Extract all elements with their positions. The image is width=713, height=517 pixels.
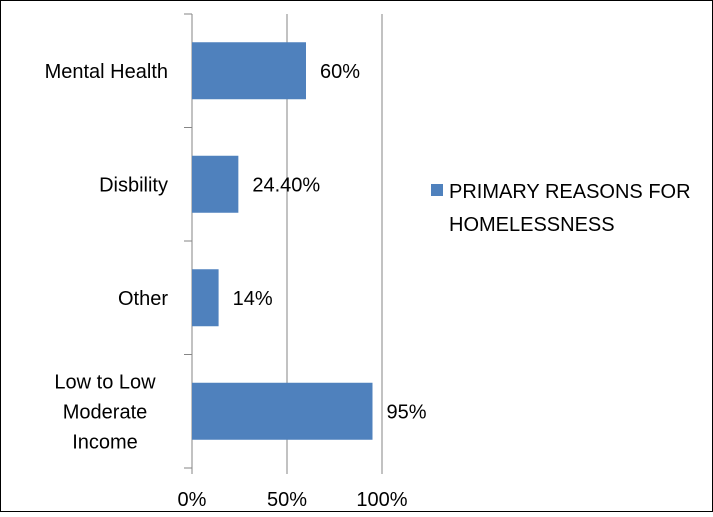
- bars: [192, 42, 373, 440]
- category-label: Low to Low Moderate Income: [54, 371, 156, 453]
- legend-label-line: PRIMARY REASONS FOR: [449, 181, 691, 203]
- bar: [192, 269, 219, 327]
- category-label: Mental Health: [45, 61, 168, 83]
- data-label: 60%: [320, 61, 360, 83]
- category-label-line: Other: [118, 288, 168, 310]
- x-tick-label: 0%: [178, 489, 207, 511]
- data-label: 24.40%: [252, 174, 320, 196]
- labels: 0% 50% 100% 95% Low to Low Moderate Income 14% O…: [45, 61, 427, 511]
- category-label: Other: [118, 288, 168, 310]
- legend-label: PRIMARY REASONS FOR HOMELESSNESS: [449, 181, 691, 236]
- x-tick-label: 50%: [267, 489, 307, 511]
- bar: [192, 155, 239, 213]
- category-label-line: Disbility: [99, 174, 168, 196]
- bar: [192, 42, 306, 100]
- data-label: 14%: [233, 288, 273, 310]
- legend: PRIMARY REASONS FOR HOMELESSNESS: [431, 181, 691, 236]
- category-label-line: Low to Low: [54, 371, 156, 393]
- data-label: 95%: [387, 401, 427, 423]
- category-label-line: Income: [72, 431, 138, 453]
- category-label-line: Moderate: [63, 401, 148, 423]
- category-label-line: Mental Health: [45, 61, 168, 83]
- legend-swatch: [431, 184, 443, 196]
- category-label: Disbility: [99, 174, 168, 196]
- legend-label-line: HOMELESSNESS: [449, 214, 615, 236]
- bar: [192, 382, 373, 440]
- x-tick-label: 100%: [356, 489, 407, 511]
